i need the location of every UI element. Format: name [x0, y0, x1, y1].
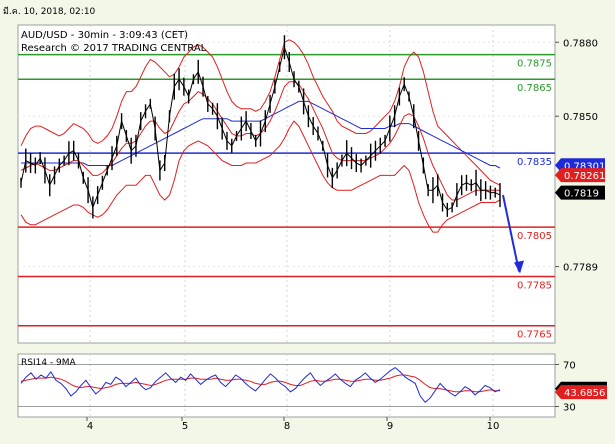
- chart-subtitle: Research © 2017 TRADING CENTRAL: [21, 43, 207, 54]
- rsi-title: RSI14 - 9MA: [21, 358, 77, 368]
- price-tag-label: 0.78301: [564, 161, 605, 172]
- rsi-axis: 70 30: [555, 361, 576, 414]
- rsi-y-tick-label: 70: [563, 361, 576, 372]
- y-tick-label: 0.7789: [563, 263, 598, 274]
- rsi-tags: 46.93543.6856: [555, 381, 607, 400]
- series-band-lower: [20, 120, 501, 233]
- x-tick-label: 4: [87, 421, 93, 432]
- chart-title: AUD/USD - 30min - 3:09:43 (CET): [21, 30, 188, 41]
- x-tick-label: 5: [182, 421, 188, 432]
- forecast-arrow: [502, 194, 524, 274]
- level-label: 0.7865: [517, 83, 552, 94]
- level-label: 0.7875: [517, 59, 552, 70]
- series-band-upper: [20, 39, 501, 186]
- y-tick-label: 0.7880: [563, 38, 598, 49]
- rsi-tag-label: 43.6856: [564, 388, 605, 399]
- series-rsi-ma: [20, 374, 500, 393]
- rsi-tag: [555, 385, 607, 400]
- timestamp-label: มี.ค. 10, 2018, 02:10: [3, 6, 96, 17]
- price-tag-label: 0.78261: [564, 171, 605, 182]
- x-tick-label: 10: [487, 421, 500, 432]
- y-tick-label: 0.7850: [563, 112, 598, 123]
- main-grid: [18, 25, 555, 343]
- level-label: 0.7765: [517, 330, 552, 341]
- time-axis: 4 5 8 9 10: [86, 417, 500, 432]
- rsi-series: [20, 366, 501, 404]
- price-tag: [555, 168, 605, 183]
- forecast-arrow-shaft: [502, 194, 520, 272]
- series-rsi: [20, 366, 501, 404]
- price-series: [20, 35, 501, 233]
- level-label: 0.7835: [517, 157, 552, 168]
- rsi-y-tick-label: 30: [563, 403, 576, 414]
- level-label: 0.7785: [517, 280, 552, 291]
- price-tag: [555, 185, 605, 200]
- x-tick-label: 9: [387, 421, 393, 432]
- rsi-grid: [18, 354, 555, 417]
- price-tag-label: 0.7819: [564, 189, 599, 200]
- price-axis: 0.7880 0.7850 0.7789: [555, 38, 598, 274]
- forecast-arrow-head: [514, 260, 524, 274]
- x-tick-label: 8: [284, 421, 290, 432]
- level-label: 0.7805: [517, 231, 552, 242]
